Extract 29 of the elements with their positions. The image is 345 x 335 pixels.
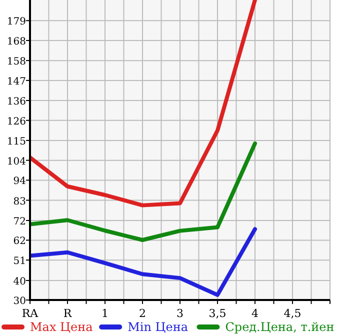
y-tick-label: 179: [6, 16, 26, 28]
y-tick-label: 62: [13, 236, 26, 248]
y-tick-label: 168: [6, 36, 26, 48]
line-series: [30, 227, 257, 297]
line-series: [30, 0, 257, 208]
y-tick-label: 115: [6, 136, 26, 148]
x-tick-label: R: [63, 307, 72, 320]
x-tick-label: 4: [252, 307, 258, 320]
y-tick-label: 158: [6, 56, 26, 68]
legend-label: Сред.Цена, т.йен: [225, 320, 334, 334]
y-tick-label: 83: [13, 196, 26, 208]
line-series: [30, 141, 257, 242]
x-tick-label: 1: [102, 307, 108, 320]
x-tick-label: 4,5: [284, 307, 302, 320]
y-tick-label: 51: [13, 256, 26, 268]
y-tick-label: 30: [13, 296, 26, 307]
y-tick-label: 136: [6, 96, 26, 108]
y-tick-label: 72: [13, 216, 26, 228]
y-tick-label: 126: [6, 116, 26, 128]
x-tick-label: 2: [139, 307, 146, 320]
x-tick-label: RA: [22, 307, 40, 320]
legend-label: Min Цена: [128, 320, 188, 334]
legend-label: Max Цена: [30, 320, 93, 334]
y-tick-label: 40: [13, 276, 26, 288]
y-tick-label: 104: [6, 156, 26, 168]
x-tick-label: 3,5: [208, 307, 226, 320]
y-tick-label: 94: [13, 176, 26, 188]
y-tick-label: 147: [6, 76, 26, 88]
x-tick-label: 3: [176, 307, 184, 320]
